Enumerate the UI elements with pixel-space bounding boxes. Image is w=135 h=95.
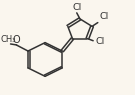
Text: O: O — [13, 35, 20, 45]
Text: CH₃: CH₃ — [1, 34, 16, 44]
Text: Cl: Cl — [100, 12, 109, 21]
Text: Cl: Cl — [95, 37, 104, 46]
Text: Cl: Cl — [72, 3, 81, 12]
